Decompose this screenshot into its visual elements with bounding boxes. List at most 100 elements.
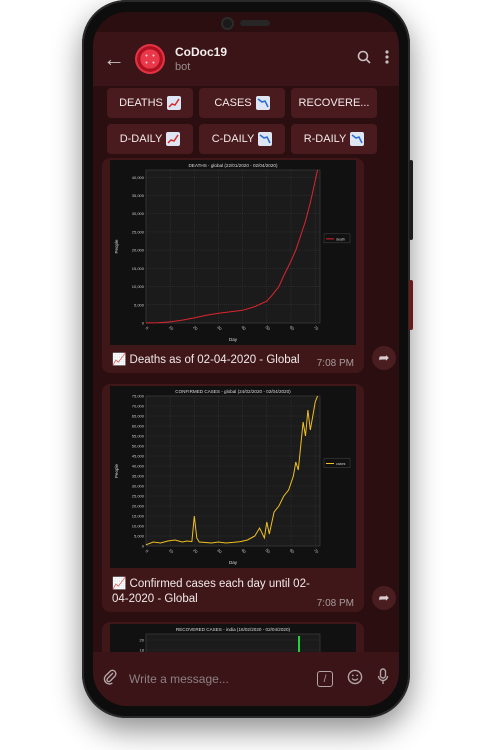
x-tick-label: 30 — [216, 325, 223, 332]
legend-box — [323, 458, 351, 468]
y-tick-label: 20,000 — [132, 504, 145, 509]
message-composer: / — [93, 652, 399, 706]
y-tick-label: 10,000 — [132, 284, 145, 289]
chart-decreasing-icon — [255, 96, 270, 110]
x-tick-label: 10 — [168, 325, 175, 332]
message-deaths[interactable]: DEATHS - global (22/01/2020 - 02/04/2020… — [102, 158, 364, 373]
chat-header: ← CoDoc19 bot — [93, 32, 399, 86]
x-tick-label: 70 — [313, 548, 320, 555]
y-tick-label: 0 — [142, 544, 145, 549]
cases-button[interactable]: CASES — [199, 88, 285, 118]
legend-entry: death — [336, 237, 345, 241]
avatar[interactable] — [135, 44, 165, 74]
y-axis-label: People — [114, 463, 119, 478]
forward-icon[interactable]: ➦ — [372, 586, 396, 610]
recovered-button[interactable]: RECOVERE... — [291, 88, 377, 118]
y-tick-label: 60,000 — [132, 424, 145, 429]
caption-text: Deaths as of 02-04-2020 - Global — [129, 354, 300, 366]
y-tick-label: 55,000 — [132, 434, 145, 439]
x-tick-label: 0 — [145, 548, 151, 554]
y-tick-label: 20 — [140, 638, 145, 643]
x-tick-label: 0 — [145, 325, 151, 331]
x-tick-label: 20 — [192, 548, 199, 555]
more-options-icon[interactable] — [385, 50, 389, 68]
y-tick-label: 10,000 — [132, 524, 145, 529]
chart-increasing-icon — [166, 132, 181, 146]
bot-command-icon[interactable]: / — [317, 671, 333, 687]
deaths-button-label: DEATHS — [119, 97, 163, 109]
y-tick-label: 40,000 — [132, 175, 145, 180]
chart-title: CONFIRMED CASES - global (24/02/2020 - 0… — [175, 389, 291, 394]
x-axis-label: Day — [229, 337, 238, 342]
chart-decreasing-icon — [258, 132, 273, 146]
microphone-icon[interactable] — [377, 668, 389, 690]
message-cases[interactable]: CONFIRMED CASES - global (24/02/2020 - 0… — [102, 384, 364, 612]
cases-chart[interactable]: CONFIRMED CASES - global (24/02/2020 - 0… — [110, 386, 356, 568]
earpiece — [239, 20, 270, 26]
y-tick-label: 30,000 — [132, 484, 145, 489]
c-daily-button-label: C-DAILY — [211, 133, 255, 145]
r-daily-button-label: R-DAILY — [303, 133, 347, 145]
y-tick-label: 45,000 — [132, 454, 145, 459]
chat-titles[interactable]: CoDoc19 bot — [175, 45, 343, 73]
chart-title: RECOVERED CASES - india (16/02/2020 - 02… — [176, 627, 291, 632]
caption-text: Confirmed cases each day until 02-04-202… — [112, 578, 310, 605]
volume-button — [409, 160, 413, 240]
deaths-button[interactable]: DEATHS — [107, 88, 193, 118]
x-tick-label: 50 — [265, 325, 272, 332]
front-camera — [222, 18, 232, 28]
x-tick-label: 70 — [313, 325, 320, 332]
chat-screen: ← CoDoc19 bot DEATHS CASES RECOVERE... D… — [93, 12, 399, 706]
x-axis-label: Day — [229, 560, 238, 565]
y-tick-label: 35,000 — [132, 474, 145, 479]
y-tick-label: 70,000 — [132, 404, 145, 409]
y-tick-label: 40,000 — [132, 464, 145, 469]
attach-icon[interactable] — [103, 669, 117, 690]
cases-button-label: CASES — [214, 97, 252, 109]
search-icon[interactable] — [357, 50, 371, 68]
message-time: 7:08 PM — [316, 358, 354, 369]
y-tick-label: 15,000 — [132, 514, 145, 519]
chart-increasing-icon: 📈 — [112, 578, 127, 590]
chart-increasing-icon — [166, 96, 181, 110]
power-button — [409, 280, 413, 330]
y-tick-label: 30,000 — [132, 211, 145, 216]
chat-subtitle: bot — [175, 61, 191, 73]
y-axis-label: People — [114, 239, 119, 254]
c-daily-button[interactable]: C-DAILY — [199, 124, 285, 154]
series-line — [145, 169, 319, 324]
y-tick-label: 75,000 — [132, 394, 145, 399]
x-tick-label: 60 — [289, 325, 296, 332]
notch — [211, 16, 281, 30]
y-tick-label: 5,000 — [134, 534, 145, 539]
series-line — [145, 395, 319, 546]
message-caption: 📈 Confirmed cases each day until 02-04-2… — [112, 577, 312, 607]
y-tick-label: 35,000 — [132, 193, 145, 198]
x-tick-label: 40 — [240, 325, 247, 332]
emoji-icon[interactable] — [347, 669, 363, 690]
plot-area — [145, 169, 321, 324]
bot-keyboard: DEATHS CASES RECOVERE... D-DAILY C-DAILY… — [107, 88, 377, 160]
r-daily-button[interactable]: R-DAILY — [291, 124, 377, 154]
x-tick-label: 10 — [168, 548, 175, 555]
message-input[interactable] — [129, 672, 317, 686]
y-tick-label: 25,000 — [132, 494, 145, 499]
y-tick-label: 50,000 — [132, 444, 145, 449]
y-tick-label: 25,000 — [132, 229, 145, 234]
y-tick-label: 20,000 — [132, 248, 145, 253]
deaths-chart[interactable]: DEATHS - global (22/01/2020 - 02/04/2020… — [110, 160, 356, 345]
y-tick-label: 18 — [140, 648, 145, 653]
forward-icon[interactable]: ➦ — [372, 346, 396, 370]
d-daily-button-label: D-DAILY — [119, 133, 163, 145]
chat-title: CoDoc19 — [175, 45, 228, 59]
y-tick-label: 5,000 — [134, 302, 145, 307]
chart-title: DEATHS - global (22/01/2020 - 02/04/2020… — [188, 163, 278, 168]
y-tick-label: 65,000 — [132, 414, 145, 419]
x-tick-label: 50 — [265, 548, 272, 555]
x-tick-label: 40 — [240, 548, 247, 555]
phone-frame: ← CoDoc19 bot DEATHS CASES RECOVERE... D… — [82, 0, 413, 718]
d-daily-button[interactable]: D-DAILY — [107, 124, 193, 154]
back-arrow-icon[interactable]: ← — [103, 46, 125, 71]
legend-entry: cases — [336, 462, 346, 466]
recovered-button-label: RECOVERE... — [298, 97, 370, 109]
